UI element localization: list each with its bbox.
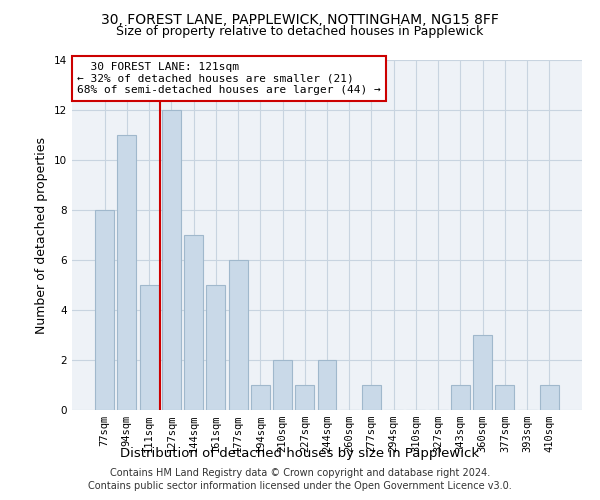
Bar xyxy=(184,235,203,410)
Text: 30 FOREST LANE: 121sqm
← 32% of detached houses are smaller (21)
68% of semi-det: 30 FOREST LANE: 121sqm ← 32% of detached… xyxy=(77,62,381,95)
Bar xyxy=(162,110,181,410)
Bar xyxy=(540,385,559,410)
Text: Contains HM Land Registry data © Crown copyright and database right 2024.: Contains HM Land Registry data © Crown c… xyxy=(110,468,490,477)
Bar xyxy=(317,360,337,410)
Text: 30, FOREST LANE, PAPPLEWICK, NOTTINGHAM, NG15 8FF: 30, FOREST LANE, PAPPLEWICK, NOTTINGHAM,… xyxy=(101,12,499,26)
Y-axis label: Number of detached properties: Number of detached properties xyxy=(35,136,49,334)
Bar xyxy=(362,385,381,410)
Text: Size of property relative to detached houses in Papplewick: Size of property relative to detached ho… xyxy=(116,25,484,38)
Bar xyxy=(251,385,270,410)
Bar xyxy=(118,135,136,410)
Bar xyxy=(496,385,514,410)
Bar xyxy=(95,210,114,410)
Bar xyxy=(451,385,470,410)
Bar xyxy=(295,385,314,410)
Bar xyxy=(273,360,292,410)
Bar xyxy=(206,285,225,410)
Bar xyxy=(473,335,492,410)
Text: Distribution of detached houses by size in Papplewick: Distribution of detached houses by size … xyxy=(121,448,479,460)
Bar xyxy=(140,285,158,410)
Text: Contains public sector information licensed under the Open Government Licence v3: Contains public sector information licen… xyxy=(88,481,512,491)
Bar xyxy=(229,260,248,410)
